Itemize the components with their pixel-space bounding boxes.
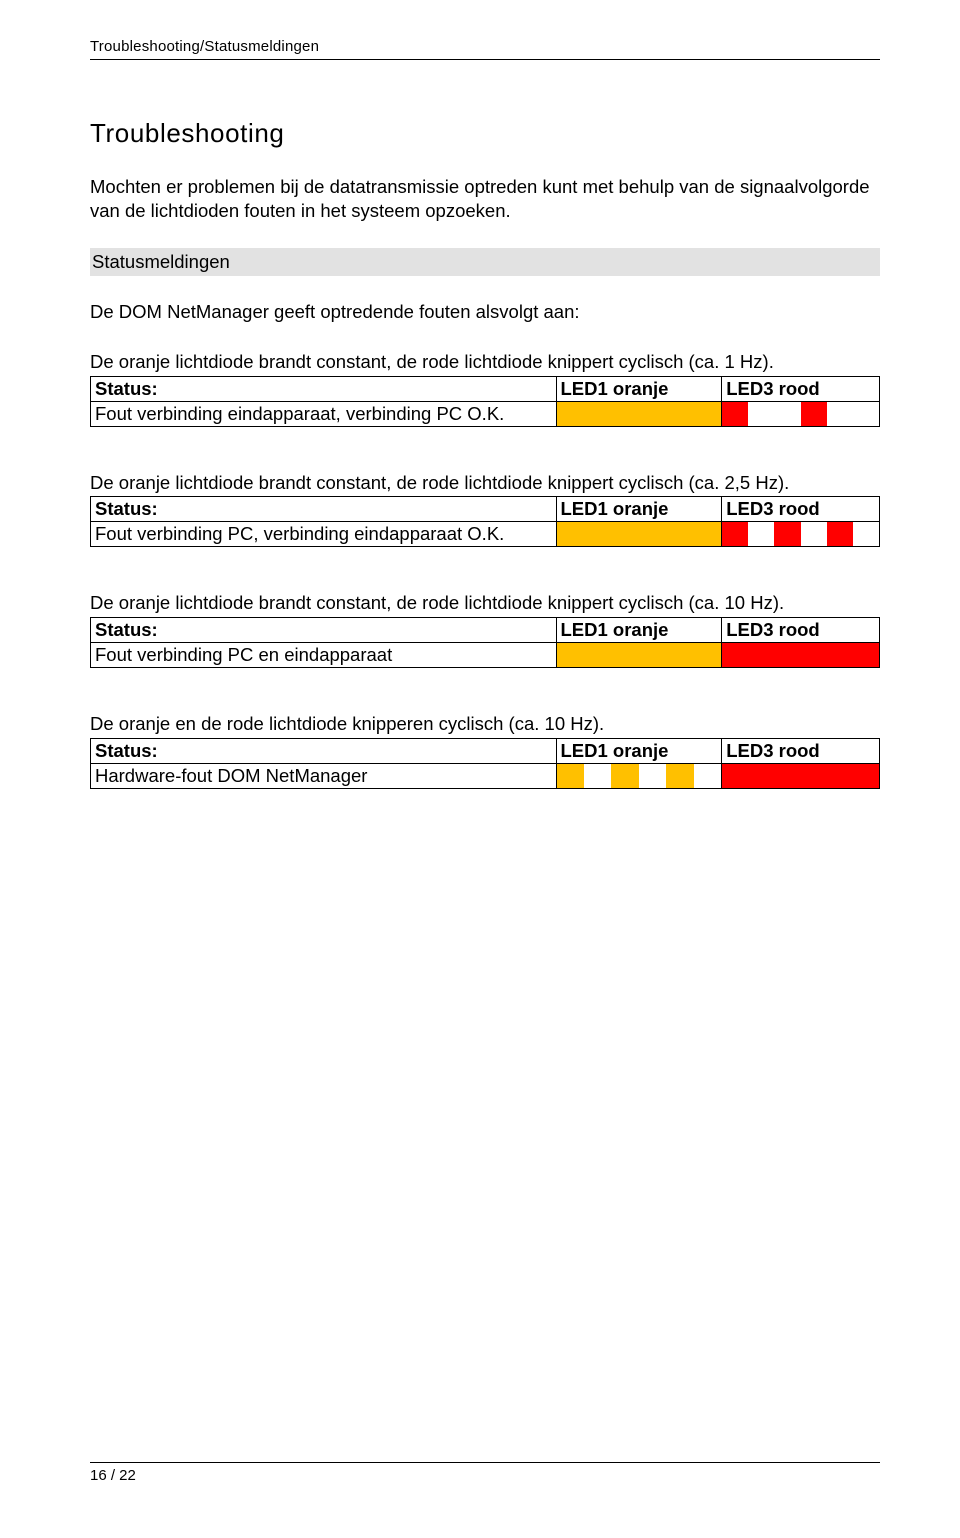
- led-segment: [827, 522, 853, 546]
- led-segment: [853, 522, 879, 546]
- led-segment: [722, 643, 748, 667]
- status-row-label: Hardware-fout DOM NetManager: [91, 763, 557, 788]
- status-row-label: Fout verbinding PC, verbinding eindappar…: [91, 522, 557, 547]
- led-segment: [611, 764, 638, 788]
- led-segment: [666, 522, 693, 546]
- led-segment: [827, 402, 853, 426]
- led3-cell: [722, 643, 880, 668]
- status-description: De oranje lichtdiode brandt constant, de…: [90, 591, 880, 615]
- page-title: Troubleshooting: [90, 118, 880, 149]
- header-breadcrumb: Troubleshooting/Statusmeldingen: [90, 38, 880, 60]
- led-segment: [801, 522, 827, 546]
- col-header-led3: LED3 rood: [722, 497, 880, 522]
- col-header-status: Status:: [91, 497, 557, 522]
- led-segment: [774, 643, 800, 667]
- led-segment: [801, 402, 827, 426]
- led1-cell: [556, 522, 722, 547]
- led-segment: [827, 643, 853, 667]
- led-segment: [774, 522, 800, 546]
- led-segment: [584, 522, 611, 546]
- led1-cell: [556, 763, 722, 788]
- led-segment: [748, 402, 774, 426]
- led-segment: [801, 643, 827, 667]
- led-segment: [853, 643, 879, 667]
- status-description: De oranje en de rode lichtdiode knippere…: [90, 712, 880, 736]
- led-segment: [748, 643, 774, 667]
- led-segment: [557, 643, 584, 667]
- col-header-led3: LED3 rood: [722, 376, 880, 401]
- led-segment: [853, 764, 879, 788]
- led-segment: [666, 643, 693, 667]
- col-header-status: Status:: [91, 618, 557, 643]
- status-description: De oranje lichtdiode brandt constant, de…: [90, 350, 880, 374]
- col-header-led1: LED1 oranje: [556, 497, 722, 522]
- led-segment: [853, 402, 879, 426]
- led-segment: [694, 522, 721, 546]
- led1-cell: [556, 401, 722, 426]
- led-segment: [774, 402, 800, 426]
- col-header-status: Status:: [91, 376, 557, 401]
- page-number: 16 / 22: [90, 1467, 136, 1484]
- led3-cell: [722, 763, 880, 788]
- sub-heading: Statusmeldingen: [90, 248, 880, 276]
- status-block: De oranje lichtdiode brandt constant, de…: [90, 471, 880, 548]
- status-table: Status:LED1 oranjeLED3 rood Fout verbindi…: [90, 496, 880, 547]
- intro-paragraph: Mochten er problemen bij de datatransmis…: [90, 175, 880, 222]
- led-segment: [557, 402, 584, 426]
- led-segment: [639, 643, 666, 667]
- status-table: Status:LED1 oranjeLED3 rood Hardware-fout…: [90, 738, 880, 789]
- led-segment: [722, 522, 748, 546]
- led-segment: [666, 402, 693, 426]
- led-segment: [639, 522, 666, 546]
- led-segment: [611, 402, 638, 426]
- col-header-led3: LED3 rood: [722, 618, 880, 643]
- col-header-led1: LED1 oranje: [556, 738, 722, 763]
- led-segment: [748, 764, 774, 788]
- led-segment: [611, 522, 638, 546]
- led-segment: [584, 764, 611, 788]
- col-header-led3: LED3 rood: [722, 738, 880, 763]
- status-table: Status:LED1 oranjeLED3 rood Fout verbindi…: [90, 376, 880, 427]
- led3-cell: [722, 522, 880, 547]
- status-blocks-container: De oranje lichtdiode brandt constant, de…: [90, 350, 880, 789]
- led-segment: [722, 764, 748, 788]
- page-footer: 16 / 22: [90, 1462, 880, 1484]
- led-segment: [584, 402, 611, 426]
- led1-cell: [556, 643, 722, 668]
- led3-cell: [722, 401, 880, 426]
- led-segment: [557, 764, 584, 788]
- led-segment: [639, 402, 666, 426]
- led-segment: [827, 764, 853, 788]
- col-header-status: Status:: [91, 738, 557, 763]
- led-segment: [722, 402, 748, 426]
- led-segment: [666, 764, 693, 788]
- led-segment: [694, 764, 721, 788]
- led-segment: [584, 643, 611, 667]
- led-segment: [611, 643, 638, 667]
- status-block: De oranje lichtdiode brandt constant, de…: [90, 591, 880, 668]
- col-header-led1: LED1 oranje: [556, 376, 722, 401]
- led-segment: [639, 764, 666, 788]
- system-description: De DOM NetManager geeft optredende foute…: [90, 300, 880, 324]
- status-block: De oranje en de rode lichtdiode knippere…: [90, 712, 880, 789]
- status-description: De oranje lichtdiode brandt constant, de…: [90, 471, 880, 495]
- led-segment: [774, 764, 800, 788]
- status-row-label: Fout verbinding PC en eindapparaat: [91, 643, 557, 668]
- status-table: Status:LED1 oranjeLED3 rood Fout verbindi…: [90, 617, 880, 668]
- status-block: De oranje lichtdiode brandt constant, de…: [90, 350, 880, 427]
- led-segment: [694, 643, 721, 667]
- led-segment: [801, 764, 827, 788]
- status-row-label: Fout verbinding eindapparaat, verbinding…: [91, 401, 557, 426]
- col-header-led1: LED1 oranje: [556, 618, 722, 643]
- led-segment: [557, 522, 584, 546]
- led-segment: [694, 402, 721, 426]
- led-segment: [748, 522, 774, 546]
